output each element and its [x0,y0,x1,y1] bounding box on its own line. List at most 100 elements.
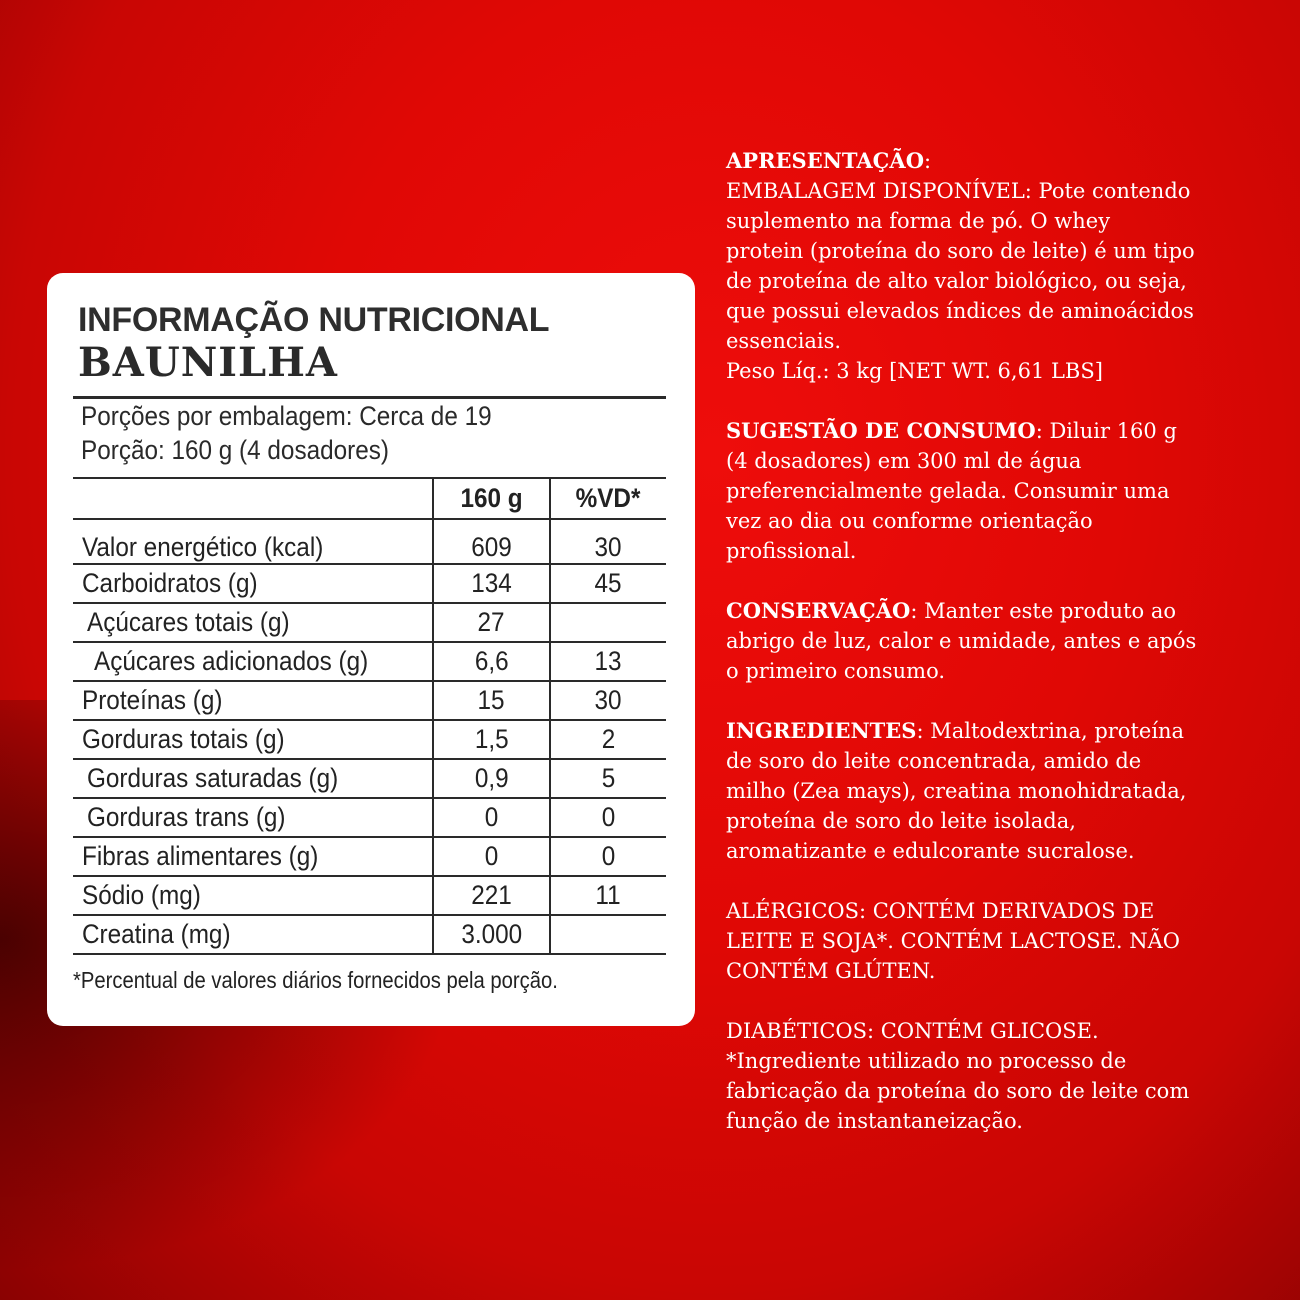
nutrient-amount: 0,9 [432,758,550,799]
nutrition-facts-panel: INFORMAÇÃO NUTRICIONAL BAUNILHA Porções … [47,273,695,1026]
info-text: milho (Zea mays), creatina monohidratada… [726,779,1187,803]
info-text: : Diluir 160 g [1035,419,1177,443]
table-row: Gorduras saturadas (g) 0,9 5 [73,758,666,799]
nutrient-dv: 13 [549,641,666,682]
info-text: profissional. [726,539,857,563]
nutrient-amount: 27 [432,602,550,643]
nutrient-dv: 30 [549,518,666,565]
info-line: Peso Líq.: 3 kg [NET WT. 6,61 LBS] [726,356,1196,386]
serving-size: Porção: 160 g (4 dosadores) [81,435,389,465]
info-line: LEITE E SOJA*. CONTÉM LACTOSE. NÃO [726,926,1196,956]
nutrient-label: Gorduras totais (g) [73,719,433,760]
table-row: Proteínas (g) 15 30 [73,680,666,721]
info-text: suplemento na forma de pó. O whey [726,209,1111,233]
info-text: Peso Líq.: 3 kg [NET WT. 6,61 LBS] [726,359,1103,383]
info-line: aromatizante e edulcorante sucralose. [726,836,1196,866]
info-section: ALÉRGICOS: CONTÉM DERIVADOS DE LEITE E SO… [726,896,1196,986]
info-text: EMBALAGEM DISPONÍVEL: Pote contendo [726,179,1191,203]
info-text: essenciais. [726,329,842,353]
info-line: profissional. [726,536,1196,566]
info-section: INGREDIENTES: Maltodextrina, proteína de … [726,716,1196,866]
info-text: preferencialmente gelada. Consumir uma [726,479,1170,503]
nutrient-dv: 5 [549,758,666,799]
section-heading: APRESENTAÇÃO [726,148,924,173]
nutrient-amount: 6,6 [432,641,550,682]
info-text: proteína de soro do leite isolada, [726,809,1076,833]
nutrient-dv: 11 [549,875,666,916]
info-line: ALÉRGICOS: CONTÉM DERIVADOS DE [726,896,1196,926]
info-text: vez ao dia ou conforme orientação [726,509,1093,533]
nutrient-label: Fibras alimentares (g) [73,836,433,877]
info-section: CONSERVAÇÃO: Manter este produto ao abrig… [726,596,1196,686]
header-dv: %VD* [549,477,666,520]
panel-title: INFORMAÇÃO NUTRICIONAL [78,301,550,339]
info-line: preferencialmente gelada. Consumir uma [726,476,1196,506]
info-line: de soro do leite concentrada, amido de [726,746,1196,776]
table-row: Valor energético (kcal) 609 30 [73,518,666,565]
info-line: milho (Zea mays), creatina monohidratada… [726,776,1196,806]
info-line: suplemento na forma de pó. O whey [726,206,1196,236]
nutrient-label: Sódio (mg) [73,875,433,916]
flavor-title: BAUNILHA [78,339,338,386]
nutrient-amount: 0 [432,797,550,838]
nutrient-label: Proteínas (g) [73,680,433,721]
info-section: APRESENTAÇÃO: EMBALAGEM DISPONÍVEL: Pote … [726,146,1196,386]
table-row: Sódio (mg) 221 11 [73,875,666,916]
info-text: *Ingrediente utilizado no processo de [726,1049,1127,1073]
info-text: (4 dosadores) em 300 ml de água [726,449,1082,473]
info-line: de proteína de alto valor biológico, ou … [726,266,1196,296]
nutrient-amount: 15 [432,680,550,721]
table-row: Gorduras totais (g) 1,5 2 [73,719,666,760]
nutrient-amount: 609 [432,518,550,565]
info-line: função de instantaneização. [726,1106,1196,1136]
table-row: Creatina (mg) 3.000 [73,914,666,955]
spacer [726,866,1196,896]
nutrient-label: Gorduras trans (g) [73,797,433,838]
nutrient-amount: 134 [432,563,550,604]
section-heading: SUGESTÃO DE CONSUMO [726,418,1036,443]
nutrient-dv: 30 [549,680,666,721]
nutrient-label: Açúcares adicionados (g) [73,641,433,682]
info-text: : Maltodextrina, proteína [916,719,1185,743]
info-section: SUGESTÃO DE CONSUMO: Diluir 160 g (4 dosa… [726,416,1196,566]
spacer [726,686,1196,716]
info-text: de soro do leite concentrada, amido de [726,749,1142,773]
info-section: DIABÉTICOS: CONTÉM GLICOSE. *Ingrediente … [726,1016,1196,1136]
table-row: Açúcares adicionados (g) 6,6 13 [73,641,666,682]
table-row: Fibras alimentares (g) 0 0 [73,836,666,877]
info-line: SUGESTÃO DE CONSUMO: Diluir 160 g [726,416,1196,446]
nutrient-label: Carboidratos (g) [73,563,433,604]
spacer [726,386,1196,416]
info-text: de proteína de alto valor biológico, ou … [726,269,1187,293]
info-text: LEITE E SOJA*. CONTÉM LACTOSE. NÃO [726,929,1181,953]
nutrient-label: Açúcares totais (g) [73,602,433,643]
nutrient-dv [549,914,666,955]
info-text: CONTÉM GLÚTEN. [726,959,936,983]
footnote: *Percentual de valores diários fornecido… [73,967,558,993]
product-information: APRESENTAÇÃO: EMBALAGEM DISPONÍVEL: Pote … [726,146,1196,1136]
info-text: o primeiro consumo. [726,659,946,683]
nutrient-dv [549,602,666,643]
info-line: CONTÉM GLÚTEN. [726,956,1196,986]
nutrient-amount: 221 [432,875,550,916]
info-line: *Ingrediente utilizado no processo de [726,1046,1196,1076]
info-line: (4 dosadores) em 300 ml de água [726,446,1196,476]
info-line: o primeiro consumo. [726,656,1196,686]
info-text: que possui elevados índices de aminoácid… [726,299,1194,323]
table-row: Gorduras trans (g) 0 0 [73,797,666,838]
info-text: fabricação da proteína do soro de leite … [726,1079,1190,1103]
info-text: aromatizante e edulcorante sucralose. [726,839,1135,863]
info-line: vez ao dia ou conforme orientação [726,506,1196,536]
nutrient-dv: 0 [549,836,666,877]
info-text: ALÉRGICOS: CONTÉM DERIVADOS DE [726,899,1155,923]
servings-per-pack: Porções por embalagem: Cerca de 19 [81,401,492,431]
table-row: Carboidratos (g) 134 45 [73,563,666,604]
info-line: abrigo de luz, calor e umidade, antes e … [726,626,1196,656]
info-line: proteína de soro do leite isolada, [726,806,1196,836]
section-heading: INGREDIENTES [726,718,917,743]
info-text: função de instantaneização. [726,1109,1023,1133]
header-label [73,477,433,520]
info-text: DIABÉTICOS: CONTÉM GLICOSE. [726,1019,1099,1043]
header-amount: 160 g [432,477,550,520]
nutrient-amount: 1,5 [432,719,550,760]
